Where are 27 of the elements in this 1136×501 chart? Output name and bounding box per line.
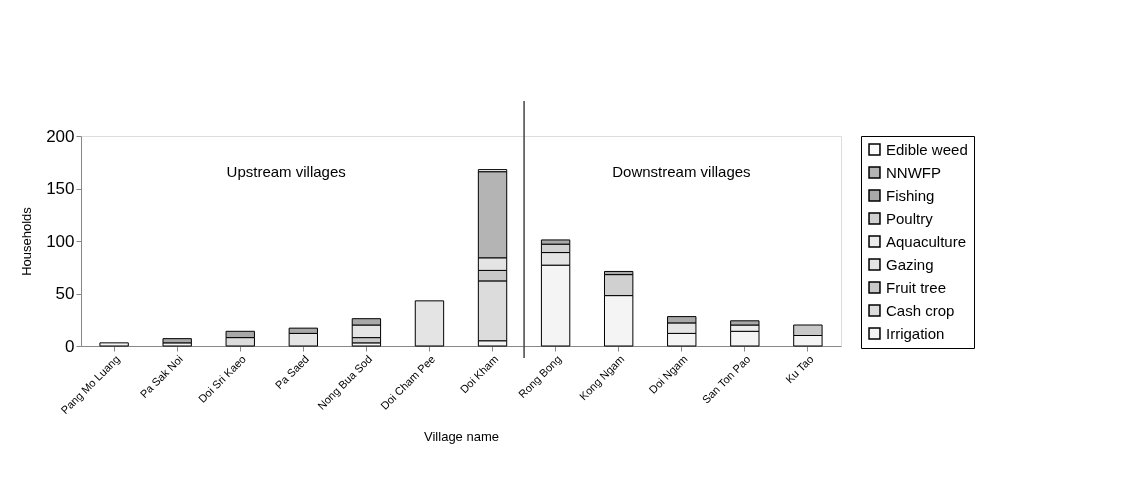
bar [730,330,760,347]
x-tick-label: Pa Sak Noi [137,352,185,401]
legend-label: Cash crop [886,301,955,319]
legend-label: NNWFP [886,163,941,181]
x-tick-label: San Ton Pao [699,352,753,406]
legend-label: Poultry [886,209,934,227]
y-tick-label: 150 [46,179,75,198]
legend-label: Fishing [886,186,935,204]
annotation: Downstream villages [612,163,751,180]
bar [414,300,445,347]
y-axis-title: Households [19,206,35,276]
legend-label: Irrigation [886,324,945,342]
annotation: Upstream villages [226,163,346,180]
y-tick-label: 0 [65,336,75,356]
bar [162,342,192,347]
bar [162,338,192,344]
legend-label: Edible weed [886,140,968,158]
x-tick-label: Ku Tao [783,352,816,386]
bar [288,332,319,347]
legend-label: Fruit tree [886,278,947,296]
y-tick-label: 50 [55,284,75,303]
bar [99,342,129,347]
legend-label: Aquaculture [886,232,967,250]
x-axis-title: Village name [424,429,499,445]
y-tick-label: 100 [46,231,75,251]
y-tick-label: 200 [46,126,75,146]
legend-label: Gazing [886,255,934,273]
